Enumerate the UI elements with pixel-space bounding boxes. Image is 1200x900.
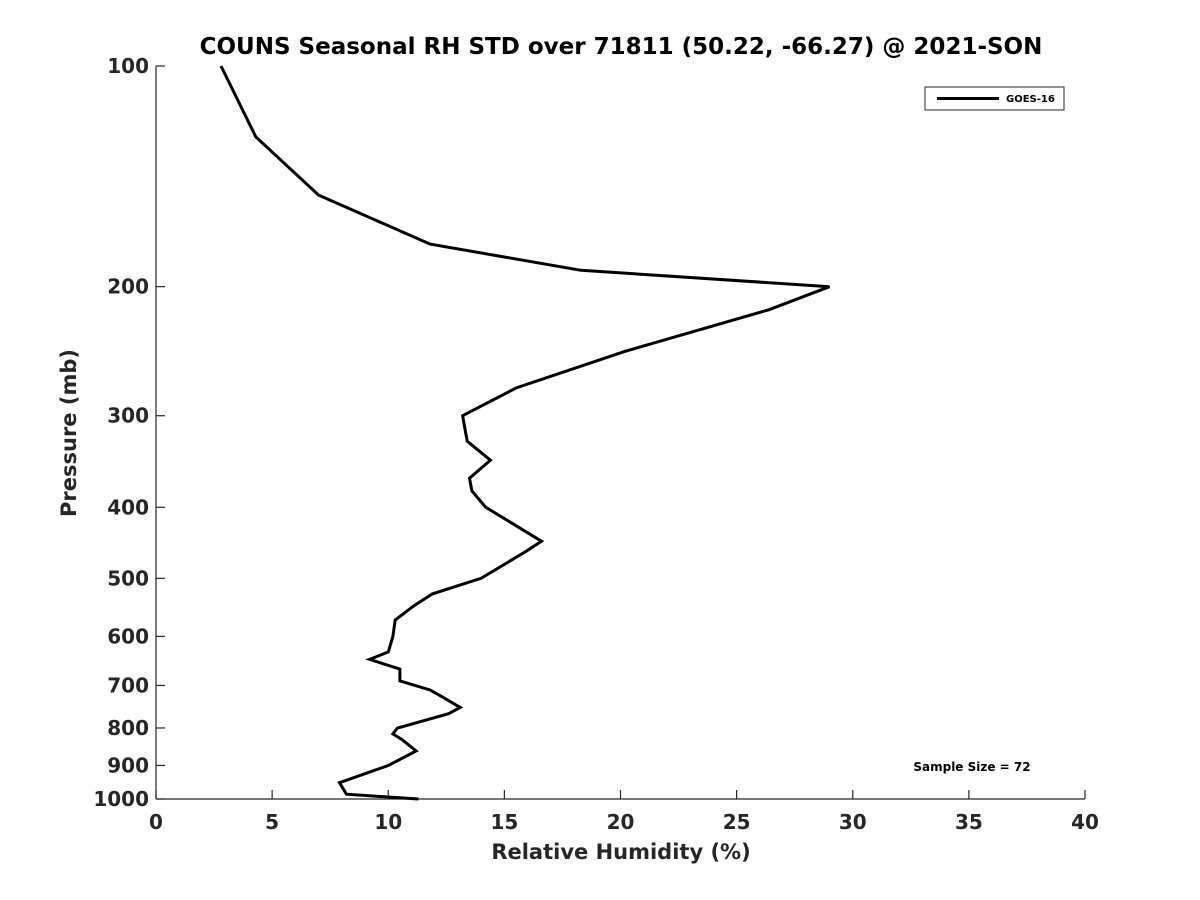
x-tick-label: 30	[839, 810, 867, 834]
legend-label-goes-16: GOES-16	[1006, 94, 1055, 105]
y-tick-label: 500	[107, 566, 149, 590]
chart-title: COUNS Seasonal RH STD over 71811 (50.22,…	[200, 34, 1043, 60]
x-tick-label: 5	[265, 810, 279, 834]
x-tick-label: 35	[955, 810, 983, 834]
y-tick-label: 300	[107, 404, 149, 428]
legend: GOES-16	[924, 86, 1065, 111]
y-tick-label: 800	[107, 716, 149, 740]
x-tick-label: 25	[723, 810, 751, 834]
y-tick-label: 900	[107, 753, 149, 777]
y-tick-label: 1000	[93, 787, 149, 811]
y-tick-label: 100	[107, 54, 149, 78]
x-tick-label: 15	[490, 810, 518, 834]
axes	[155, 66, 1085, 800]
x-ticks: 0 5 10 15 20 25 30 35 40	[149, 790, 1099, 834]
y-tick-label: 200	[107, 275, 149, 299]
y-tick-label: 700	[107, 673, 149, 697]
y-tick-label: 400	[107, 495, 149, 519]
sample-size-annotation: Sample Size = 72	[913, 760, 1030, 774]
x-tick-label: 0	[149, 810, 163, 834]
series-line-goes-16	[219, 65, 831, 801]
y-tick-label: 600	[107, 624, 149, 648]
x-tick-label: 10	[374, 810, 402, 834]
x-tick-label: 20	[607, 810, 635, 834]
x-tick-label: 40	[1071, 810, 1099, 834]
y-axis-title: Pressure (mb)	[57, 349, 81, 517]
series-layer	[219, 65, 831, 801]
x-axis-title: Relative Humidity (%)	[491, 840, 750, 864]
y-ticks: 100 200 300 400 500 600 700 800 900 1000	[93, 54, 165, 811]
